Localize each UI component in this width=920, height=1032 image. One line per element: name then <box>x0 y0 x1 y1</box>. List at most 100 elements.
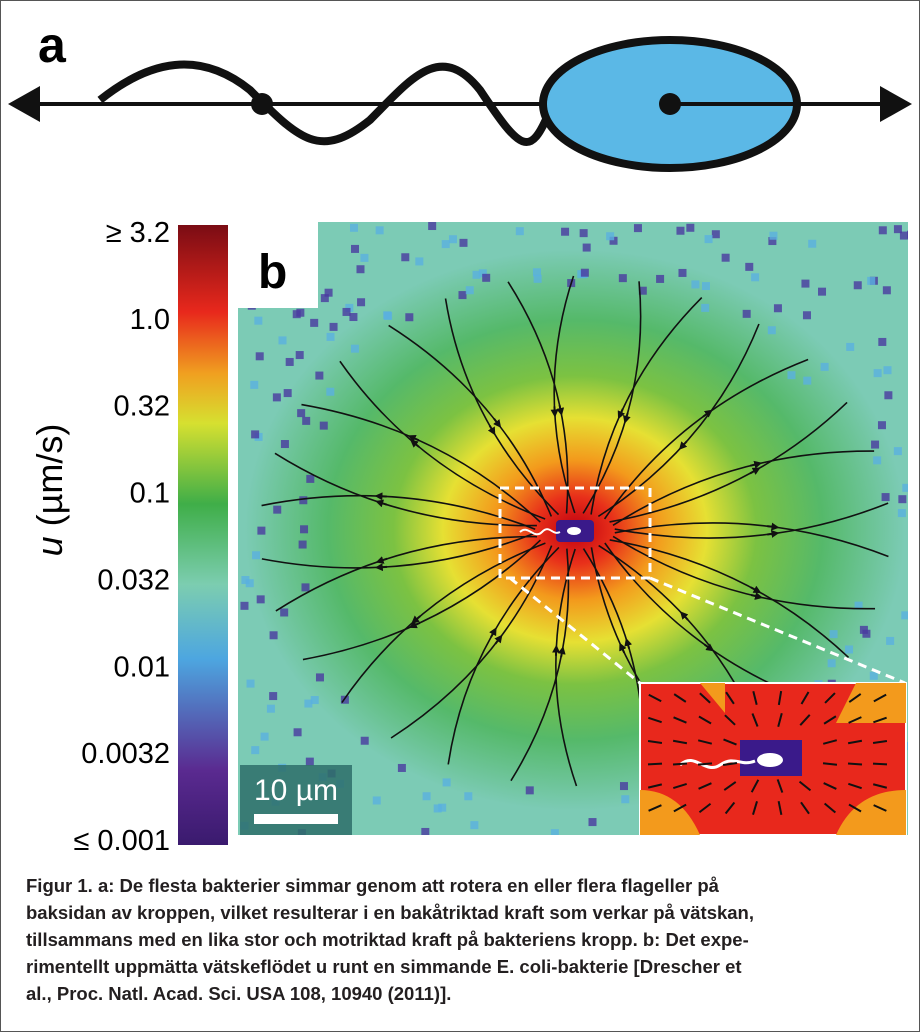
speckle <box>878 337 887 346</box>
colorbar-tick-label: ≤ 0.001 <box>73 825 170 857</box>
speckle <box>448 235 457 244</box>
caption-line: al., Proc. Natl. Acad. Sci. USA 108, 109… <box>26 983 452 1004</box>
speckle <box>329 322 338 331</box>
streamline <box>301 403 541 523</box>
inset-vector <box>722 761 738 767</box>
inset-vector <box>648 693 662 703</box>
speckle <box>282 298 291 307</box>
inset-vector <box>697 762 713 766</box>
speckle <box>686 223 695 232</box>
speckle <box>310 318 319 327</box>
stream-arrow <box>679 611 689 621</box>
speckle <box>580 268 589 277</box>
speckle <box>751 273 760 282</box>
colorbar-tick-label: ≥ 3.2 <box>106 217 170 249</box>
speckle <box>273 505 282 514</box>
speckle <box>372 796 381 805</box>
speckle <box>873 456 882 465</box>
streamline <box>302 539 542 661</box>
inset-vector <box>823 802 837 814</box>
speckle <box>893 225 902 234</box>
inset-vector <box>750 779 760 793</box>
speckle <box>721 253 730 262</box>
speckle <box>773 304 782 313</box>
stream-arrow <box>410 439 420 448</box>
inset-vector <box>725 691 735 705</box>
speckle <box>678 268 687 277</box>
stream-arrow <box>750 460 763 469</box>
stream-arrow <box>375 556 388 564</box>
speckle <box>873 369 882 378</box>
inset-edge <box>640 683 906 835</box>
arrow-right <box>880 86 912 122</box>
speckle <box>357 298 366 307</box>
speckle <box>588 818 597 827</box>
speckle <box>240 601 249 610</box>
speckle <box>351 244 360 253</box>
speckle <box>459 238 468 247</box>
speckle <box>533 274 542 283</box>
stream-arrow <box>619 642 627 654</box>
speckle <box>301 583 310 592</box>
scale-bar <box>254 814 338 824</box>
zoom-line <box>649 576 906 685</box>
speckle <box>299 496 308 505</box>
speckle <box>742 309 751 318</box>
inset-vector <box>848 693 862 703</box>
speckle <box>438 803 447 812</box>
speckle <box>829 630 838 639</box>
speckle <box>883 366 892 375</box>
speckle <box>846 342 855 351</box>
stream-arrow <box>489 627 497 638</box>
inset-vector <box>672 739 688 745</box>
inset-vector <box>800 691 810 705</box>
speckle <box>676 226 685 235</box>
speckle <box>293 728 302 737</box>
speckle <box>862 629 871 638</box>
speckle <box>326 332 335 341</box>
speckle <box>609 236 618 245</box>
inset-vector <box>647 762 663 766</box>
caption: Figur 1. a: De flesta bakterier simmar g… <box>26 872 906 1007</box>
speckle <box>246 679 255 688</box>
speckle <box>326 387 335 396</box>
speckle <box>315 371 324 380</box>
speckle <box>283 389 292 398</box>
speckle <box>532 268 541 277</box>
speckle <box>882 286 891 295</box>
inset-vector <box>751 713 759 727</box>
stream-arrow <box>375 499 388 508</box>
stream-arrow <box>494 634 503 645</box>
streamline <box>609 539 850 659</box>
inset-vector <box>723 781 737 791</box>
streamline <box>590 296 703 515</box>
colorbar-tick-label: 0.0032 <box>81 738 170 770</box>
speckle <box>280 440 289 449</box>
speckle <box>295 351 304 360</box>
speckle <box>769 231 778 240</box>
streamline <box>275 535 538 612</box>
inset-vector <box>673 782 687 790</box>
stream-arrow <box>487 425 496 436</box>
inset-vector <box>872 762 888 766</box>
stream-arrow <box>749 467 761 475</box>
inset-vector <box>824 692 836 704</box>
inset-vector <box>799 714 811 726</box>
streamline <box>553 275 576 514</box>
speckle <box>633 224 642 233</box>
inset-vector <box>777 800 783 816</box>
inset-vector <box>873 693 887 703</box>
speckle <box>280 608 289 617</box>
speckle <box>320 294 329 303</box>
inset-vector <box>673 803 687 813</box>
speckle <box>899 231 908 240</box>
speckle <box>349 313 358 322</box>
colorbar-tick-label: 0.032 <box>97 564 170 596</box>
inset-vector <box>822 762 838 766</box>
speckle <box>349 223 358 232</box>
stream-arrow <box>411 615 421 624</box>
speckle <box>465 286 474 295</box>
speckle <box>886 636 895 645</box>
arrow-left <box>8 86 40 122</box>
force-point <box>251 93 273 115</box>
